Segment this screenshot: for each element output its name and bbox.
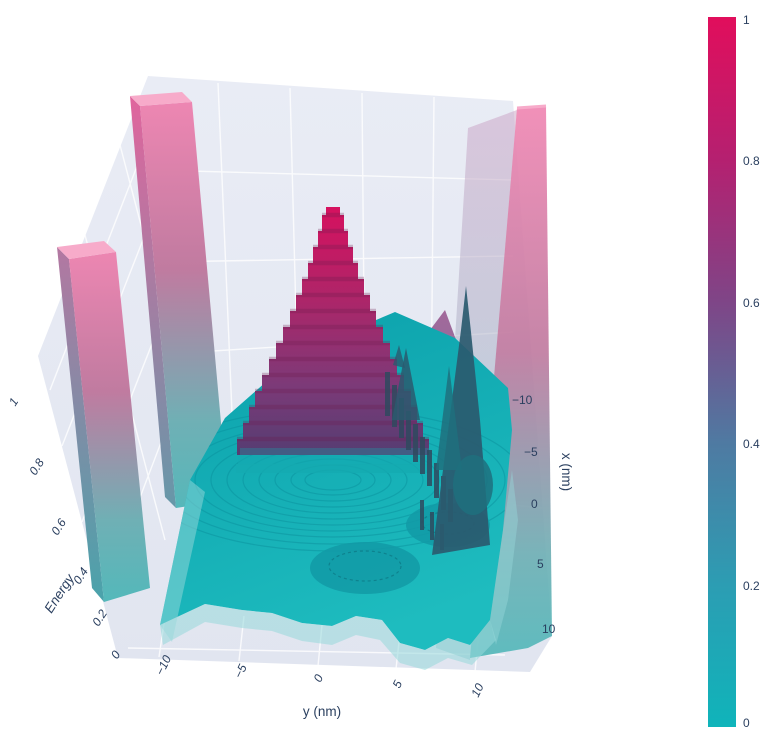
pillar xyxy=(427,450,432,486)
pillar xyxy=(434,463,439,498)
wall-top-face xyxy=(130,92,192,106)
pillar xyxy=(420,437,425,474)
pillar xyxy=(385,372,390,416)
boundary-wall-back-left xyxy=(130,92,228,508)
peak-base-blend xyxy=(236,448,432,473)
wall-top-edge xyxy=(516,104,547,110)
blend-band xyxy=(238,456,431,465)
colorbar: 1 0.8 0.6 0.4 0.2 0 xyxy=(708,13,760,730)
x-tick-label: 5 xyxy=(537,557,544,571)
wall-side-face xyxy=(130,96,176,508)
x-tick-label: 10 xyxy=(542,622,556,636)
blend-band xyxy=(240,448,430,457)
colorbar-tick-label: 0.2 xyxy=(743,579,760,593)
pillar xyxy=(406,411,411,450)
x-axis-title: x (nm) xyxy=(559,453,574,491)
wall-front-face xyxy=(140,102,228,508)
pillar xyxy=(420,500,424,530)
colorbar-tick-label: 1 xyxy=(743,13,750,27)
spike xyxy=(393,345,405,368)
surface-skirts xyxy=(160,470,518,670)
mound xyxy=(310,542,420,594)
colorbar-tick-label: 0.6 xyxy=(743,296,760,310)
wall-top-face xyxy=(57,241,116,259)
front-skirt xyxy=(160,604,496,670)
x-tick-label: −5 xyxy=(524,445,538,459)
pillar xyxy=(392,385,397,427)
boundary-wall-front-left xyxy=(57,241,150,602)
pane-grid-line xyxy=(152,169,514,181)
colorbar-tick-label: 0.4 xyxy=(743,437,760,451)
pane-grid-line xyxy=(217,82,234,438)
x-tick-label: −10 xyxy=(512,393,533,407)
wall-side-face xyxy=(57,247,104,602)
blend-band xyxy=(236,464,432,473)
colorbar-tick-label: 0 xyxy=(743,716,750,730)
pillar xyxy=(413,424,418,462)
spike-mound xyxy=(453,455,493,515)
left-skirt xyxy=(160,480,205,642)
y-axis-title: y (nm) xyxy=(303,704,341,719)
axis-x: −10 −5 0 5 10 x (nm) xyxy=(512,393,574,636)
colorbar-ticks: 1 0.8 0.6 0.4 0.2 0 xyxy=(743,13,760,730)
mound-contour xyxy=(328,550,402,582)
peak-silhouette xyxy=(237,207,429,455)
right-skirt xyxy=(490,470,518,645)
spike-cluster xyxy=(385,286,493,555)
colorbar-tick-label: 0.8 xyxy=(743,154,760,168)
y-tick-label: 10 xyxy=(468,681,487,699)
spike xyxy=(436,366,462,470)
colorbar-gradient xyxy=(708,17,736,727)
wall-front-face xyxy=(69,252,150,602)
x-tick-label: 0 xyxy=(531,497,538,511)
spike xyxy=(392,348,420,420)
pillar xyxy=(430,512,434,540)
floor-sheet xyxy=(160,312,512,650)
y-tick-label: −5 xyxy=(231,662,250,681)
